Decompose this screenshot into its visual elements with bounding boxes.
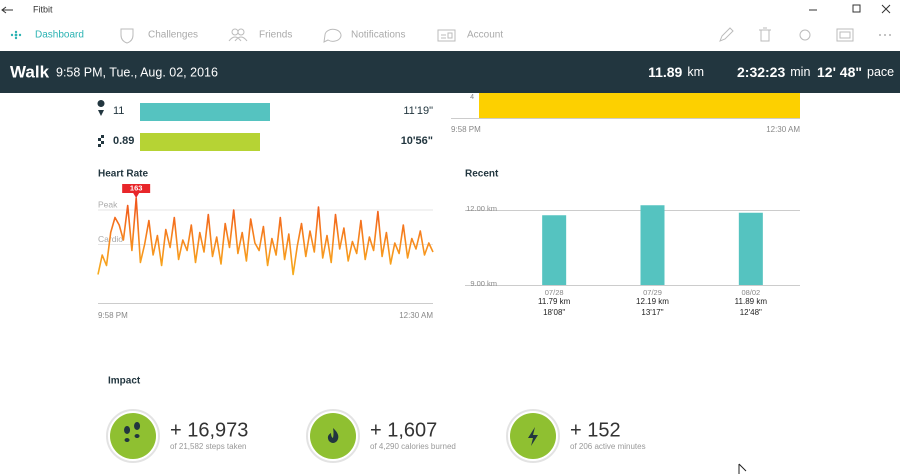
close-button[interactable] — [881, 4, 891, 14]
restore-button[interactable] — [852, 4, 861, 13]
view-button[interactable] — [836, 28, 854, 42]
pace-stat: 12' 48" pace — [817, 64, 894, 80]
distance: 11.89 — [648, 64, 682, 80]
impact-ring — [106, 409, 160, 463]
nav-tab[interactable]: Challenges — [148, 30, 198, 41]
nav-tab[interactable]: Account — [467, 30, 503, 41]
impact-value: + 1,607 — [370, 419, 437, 441]
y-tick-label: 12.00 km — [466, 204, 497, 213]
bar-value-label: 11.89 km — [735, 297, 768, 306]
recent-title: Recent — [465, 169, 499, 180]
bar-value-label: 11.79 km — [538, 297, 571, 306]
split-bar — [140, 133, 260, 151]
bar-value-label: 12.19 km — [636, 297, 669, 306]
split-pace: 11'19" — [403, 105, 433, 117]
impact-detail: of 4,290 calories burned — [370, 442, 456, 451]
heart-rate-line — [97, 197, 434, 276]
dashboard-icon — [10, 30, 22, 40]
duration: 2:32:23 — [737, 64, 785, 80]
heart-rate-x-end: 12:30 AM — [399, 311, 433, 320]
activity-name: Walk — [10, 62, 50, 81]
bar — [738, 212, 763, 285]
nav-tab[interactable]: Dashboard — [35, 30, 84, 41]
pace: 12' 48" — [817, 64, 862, 80]
heart-rate-title: Heart Rate — [98, 169, 148, 180]
impact-value: + 152 — [570, 419, 621, 441]
bar-pace-label: 12'48" — [740, 308, 762, 317]
nav-bar — [0, 20, 900, 51]
activity-datetime: 9:58 PM, Tue., Aug. 02, 2016 — [56, 65, 218, 79]
split-pace: 10'56" — [401, 135, 433, 147]
partial-y-tick: 4 — [470, 94, 474, 101]
impact-detail: of 21,582 steps taken — [170, 442, 247, 451]
notifications-icon — [323, 28, 342, 43]
partial-x-end: 12:30 AM — [766, 125, 800, 134]
title-bar — [0, 0, 900, 20]
bar-pace-label: 13'17" — [641, 308, 663, 317]
y-tick-label: 9.00 km — [470, 279, 497, 288]
activity-header — [0, 51, 900, 93]
split-bar — [140, 103, 270, 121]
impact-icon — [528, 427, 538, 446]
impact-ring — [506, 409, 560, 463]
bar — [542, 215, 567, 285]
partial-x-start: 9:58 PM — [451, 125, 481, 134]
nav-tab[interactable]: Friends — [259, 30, 292, 41]
nav-tab[interactable]: Notifications — [351, 30, 405, 41]
pace-unit: pace — [867, 65, 894, 79]
challenges-icon — [120, 28, 134, 44]
share-button[interactable] — [799, 29, 811, 41]
more-button[interactable] — [879, 34, 891, 36]
split-pin-icon — [97, 100, 105, 116]
duration-unit: min — [790, 65, 810, 79]
impact-value: + 16,973 — [170, 419, 248, 441]
heart-rate-x-start: 9:58 PM — [98, 311, 128, 320]
impact-badge — [310, 413, 356, 459]
back-button[interactable] — [1, 6, 13, 14]
zone-label: Peak — [98, 199, 118, 209]
split-distance: 11 — [113, 105, 124, 117]
impact-title: Impact — [108, 376, 141, 387]
x-tick-label: 07/29 — [643, 288, 662, 297]
edit-button[interactable] — [719, 27, 734, 42]
bar — [640, 205, 665, 285]
split-distance: 0.89 — [113, 135, 134, 147]
account-icon — [437, 29, 456, 42]
x-tick-label: 08/02 — [741, 288, 760, 297]
partial-area — [479, 93, 800, 118]
distance-unit: km — [687, 65, 704, 79]
split-finish-icon — [98, 135, 104, 147]
impact-ring — [306, 409, 360, 463]
peak-flag — [122, 184, 151, 198]
impact-detail: of 206 active minutes — [570, 442, 646, 451]
impact-icon — [124, 422, 141, 442]
bar-pace-label: 18'08" — [543, 308, 565, 317]
duration-stat: 2:32:23 min — [737, 64, 810, 80]
impact-badge — [110, 413, 156, 459]
peak-value: 163 — [130, 183, 143, 192]
impact-icon — [327, 428, 339, 443]
mouse-cursor — [738, 463, 747, 474]
header-stats: 11.89 km — [648, 64, 704, 80]
window-title: Fitbit — [33, 4, 53, 14]
x-tick-label: 07/28 — [545, 288, 564, 297]
delete-button[interactable] — [759, 27, 771, 42]
